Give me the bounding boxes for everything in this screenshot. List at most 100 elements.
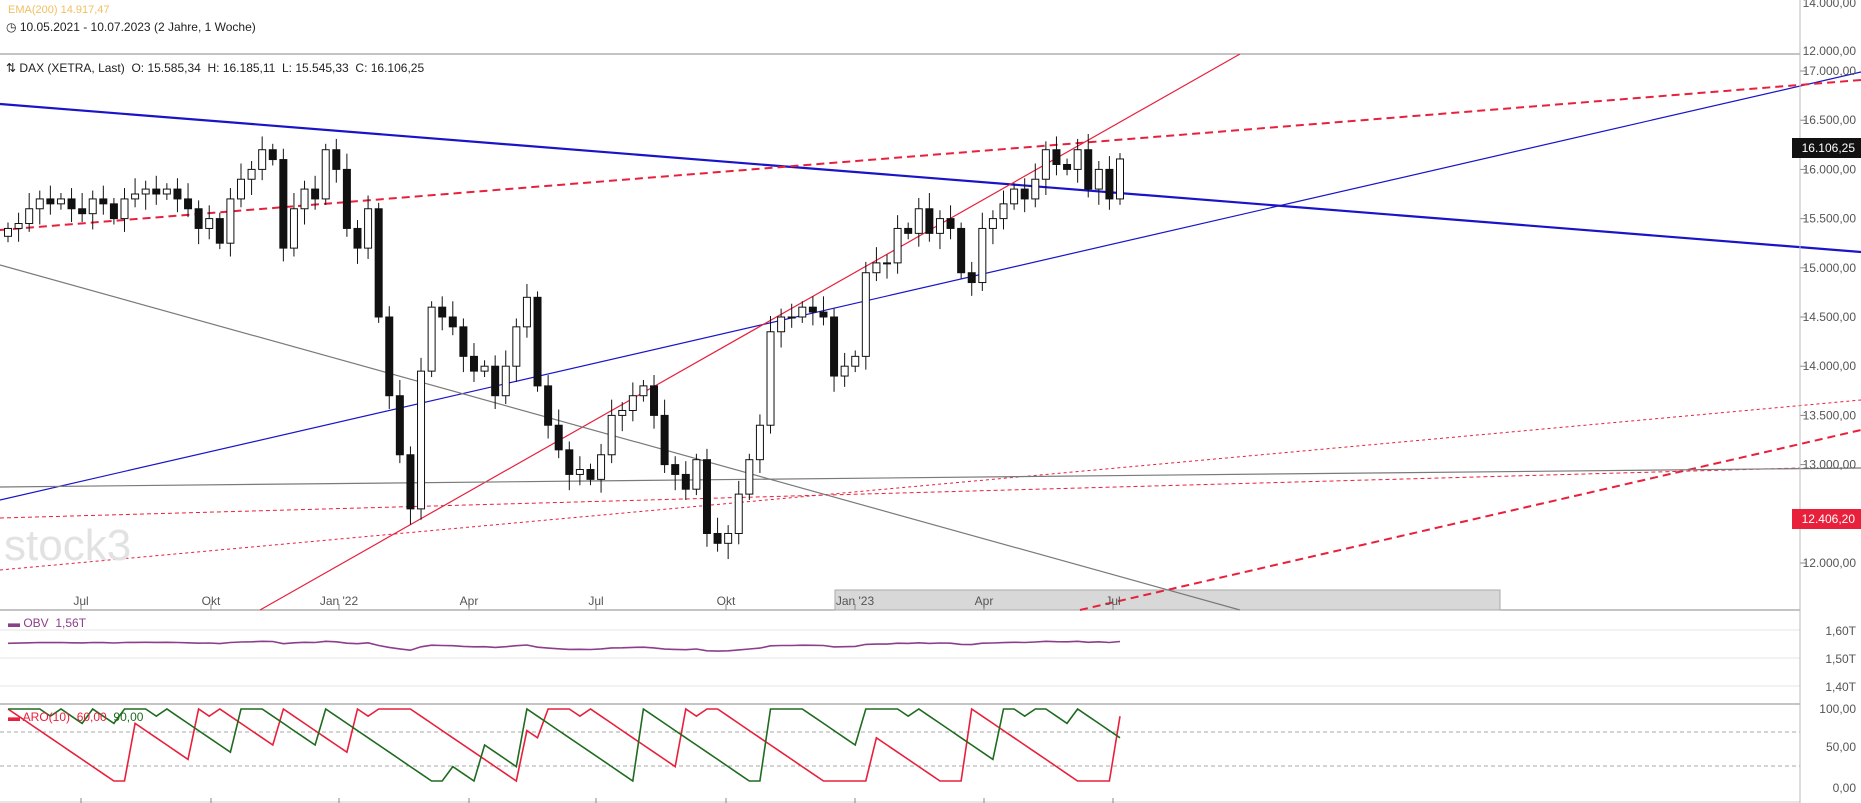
candle	[480, 360, 489, 378]
candle	[967, 261, 976, 296]
candle	[501, 350, 510, 405]
candle	[1041, 141, 1050, 195]
candle	[173, 178, 182, 213]
candle	[417, 357, 426, 520]
candle	[840, 352, 849, 387]
instrument-name: DAX (XETRA, Last)	[19, 61, 125, 75]
candle	[448, 301, 457, 336]
price-tick-label: 14.000,00	[1803, 359, 1857, 373]
red-dashed-lower-trendline	[1079, 429, 1861, 611]
clock-icon: ◷	[6, 20, 17, 34]
candle	[819, 296, 828, 326]
candle	[226, 188, 235, 257]
candle	[491, 355, 500, 410]
candle	[1073, 138, 1082, 183]
candle	[893, 215, 902, 274]
level-badge: 12.406,20	[1791, 509, 1861, 529]
ohlc-low: L: 15.545,33	[282, 61, 349, 75]
candle	[978, 212, 987, 291]
obv-legend[interactable]: ▬ OBV 1,56T	[8, 616, 87, 630]
candle	[734, 480, 743, 545]
candle	[78, 193, 87, 223]
candle	[459, 318, 468, 373]
candle	[586, 463, 595, 486]
red-dotted-trendline	[0, 399, 1861, 571]
price-tick-label: 12.000,00	[1803, 556, 1857, 570]
price-tick-label: 17.000,00	[1803, 64, 1857, 78]
candle	[1084, 133, 1093, 198]
candle	[289, 193, 298, 257]
period-row: ◷ 10.05.2021 - 10.07.2023 (2 Jahre, 1 Wo…	[6, 20, 256, 34]
candle	[1063, 158, 1072, 176]
gray-horizontal-line	[0, 467, 1861, 488]
candle	[861, 261, 870, 370]
x-tick-label: Jan '22	[320, 594, 359, 608]
candle	[56, 193, 65, 210]
candle	[935, 210, 944, 250]
candle	[692, 453, 701, 496]
trendlines	[0, 53, 1861, 611]
candle	[258, 136, 267, 181]
candles	[4, 133, 1124, 560]
x-tick-label: Apr	[460, 594, 479, 608]
aroon-label: ARO(10)	[22, 710, 71, 724]
candle	[745, 453, 754, 501]
candle	[660, 399, 669, 473]
candle	[766, 316, 775, 434]
price-tick-label: 15.000,00	[1803, 261, 1857, 275]
candle	[469, 343, 478, 382]
candle	[883, 254, 892, 279]
gray-diagonal-line	[0, 264, 1241, 611]
last-price-badge: 16.106,25	[1791, 138, 1861, 158]
candle	[1105, 156, 1114, 210]
candle	[427, 301, 436, 378]
candle	[554, 409, 563, 459]
candle	[914, 197, 923, 247]
candle	[46, 185, 55, 215]
candle	[395, 379, 404, 464]
candle	[872, 247, 881, 282]
candle	[946, 205, 955, 240]
candle	[755, 414, 764, 473]
candle	[999, 190, 1008, 230]
candle	[141, 180, 150, 210]
candle	[1116, 153, 1124, 205]
x-tick-label: Okt	[717, 594, 736, 608]
candle	[830, 308, 839, 392]
candle	[35, 190, 44, 225]
candle	[321, 143, 330, 205]
obv-value: 1,56T	[55, 616, 87, 630]
candle	[120, 188, 129, 232]
candle	[236, 163, 245, 208]
candle-type-icon[interactable]: ⇅	[6, 61, 17, 75]
aroon-tick-label: 50,00	[1826, 740, 1856, 754]
candle	[671, 456, 680, 491]
candle	[374, 202, 383, 323]
candle	[268, 143, 277, 166]
top-tick-label: 12.000,00	[1803, 44, 1857, 58]
candle	[724, 525, 733, 560]
candle	[205, 205, 214, 240]
blue-thick-trendline	[0, 102, 1861, 254]
range-selector[interactable]	[834, 589, 1501, 611]
obv-label: OBV	[23, 616, 49, 630]
candle	[311, 175, 320, 210]
watermark: stock3	[4, 521, 131, 570]
candle	[342, 153, 351, 237]
candle	[777, 308, 786, 348]
candle	[25, 193, 34, 232]
candle	[787, 303, 796, 328]
obv-tick-label: 1,40T	[1825, 680, 1856, 694]
ohlc-high: H: 16.185,11	[207, 61, 276, 75]
candle	[628, 382, 637, 422]
candle	[544, 375, 553, 439]
candle	[798, 301, 807, 323]
obv-tick-label: 1,60T	[1825, 624, 1856, 638]
ohlc-open: O: 15.585,34	[131, 61, 201, 75]
aroon-legend[interactable]: ▬ ARO(10) 60,00 90,00	[8, 710, 144, 724]
candle	[99, 185, 108, 215]
candle	[279, 148, 288, 262]
candle	[67, 188, 76, 223]
price-tick-label: 13.000,00	[1803, 458, 1857, 472]
candle	[152, 175, 161, 205]
